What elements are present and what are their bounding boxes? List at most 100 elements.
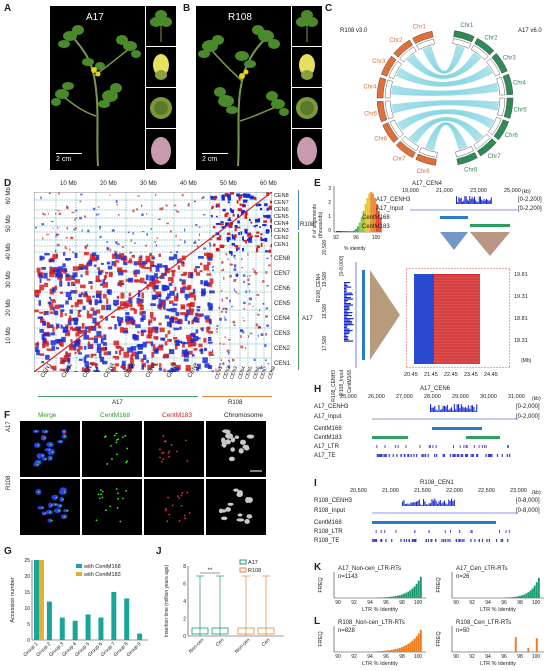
dot (259, 309, 261, 312)
dot (133, 261, 138, 266)
dot (87, 244, 89, 247)
dot (243, 280, 245, 284)
h-range-1: [0-2,000] (516, 404, 540, 410)
dot (150, 362, 154, 368)
dot (233, 264, 237, 267)
signal-green (109, 505, 112, 508)
synteny-link (391, 86, 499, 95)
dot (128, 363, 134, 369)
dot (123, 259, 126, 263)
dot (226, 349, 230, 353)
r108-chr-label-3: Chr3 (372, 59, 386, 65)
dot (101, 304, 106, 311)
dot (72, 251, 75, 254)
dot (139, 304, 144, 311)
dot (234, 258, 236, 260)
dot (222, 362, 225, 365)
dot (152, 295, 159, 299)
i-cenh3-peak (441, 503, 443, 506)
i-te (488, 539, 491, 542)
h-te (424, 454, 426, 457)
cenh3-peak (489, 199, 491, 204)
panel-l-label: L (314, 616, 321, 627)
dot (38, 273, 42, 279)
panel-d-side-r108: R108 (300, 222, 315, 228)
h-cenh3-peak (452, 410, 454, 412)
cenh3-peak (459, 198, 461, 204)
h-te (454, 454, 456, 457)
dot (86, 295, 92, 302)
dot (128, 368, 132, 372)
dot (85, 326, 89, 330)
signal-green (58, 509, 61, 512)
dot (56, 233, 60, 236)
dot (66, 365, 71, 370)
i-cenh3-peak (442, 502, 444, 506)
chromosome (48, 502, 53, 509)
panel-c-right-label: A17 v6.0 (518, 28, 542, 34)
cenh3-peak (468, 200, 469, 204)
a17-chr-inner-6 (488, 117, 502, 136)
dot (158, 367, 163, 371)
h-te (400, 454, 402, 457)
dot (189, 333, 196, 337)
dot (133, 242, 136, 244)
dot (161, 207, 164, 210)
dot (103, 351, 107, 356)
dot (96, 347, 102, 353)
dot (210, 195, 214, 198)
h-ltr (435, 445, 437, 448)
i-ltr (508, 530, 510, 533)
dot (231, 209, 234, 214)
dot (149, 311, 154, 318)
dot (95, 275, 100, 282)
dot (49, 288, 55, 295)
l-left-bar-34 (409, 642, 412, 652)
chromosome (246, 514, 253, 519)
dot (80, 193, 83, 196)
dot (175, 367, 180, 372)
signal-green (126, 460, 128, 463)
dot (57, 209, 60, 212)
i-te (385, 539, 387, 542)
dot (175, 339, 180, 346)
dot (253, 225, 256, 228)
e-left-tick-3: 17,500 (322, 335, 328, 351)
k-right-bar-32 (523, 594, 526, 598)
chromosome (246, 497, 253, 503)
dot (190, 338, 195, 343)
dot (264, 344, 267, 347)
dot (44, 253, 50, 256)
dot (79, 216, 82, 220)
dot (196, 309, 200, 312)
dot (150, 228, 153, 230)
dot (233, 268, 237, 271)
e-top-tick-3: 25,000 (504, 188, 521, 194)
dot (236, 226, 241, 229)
d-right-a17-cen-4: CEN4 (274, 316, 291, 322)
j-box-2 (237, 627, 255, 635)
panel-a-photo: A17 2 cm (50, 6, 145, 170)
dot (123, 330, 129, 334)
dot (211, 266, 215, 268)
dot (262, 215, 265, 217)
dot (42, 212, 45, 215)
g-bar-0-1 (39, 560, 44, 640)
dot (192, 335, 199, 342)
dot (263, 220, 267, 223)
dot (84, 245, 88, 248)
dot (235, 290, 237, 294)
dot (176, 211, 180, 213)
signal-red (176, 495, 179, 498)
r108-chr-outer-3 (382, 122, 399, 143)
dot (73, 319, 78, 325)
i-te (495, 539, 498, 542)
dot (257, 203, 262, 207)
dot (76, 299, 83, 305)
r108-cenh3-peak (344, 318, 354, 320)
r108-cenh3-peak (344, 294, 353, 296)
signal-red (44, 431, 47, 434)
l-left-bar-27 (394, 649, 397, 652)
dot (192, 288, 196, 295)
dot (193, 200, 197, 203)
